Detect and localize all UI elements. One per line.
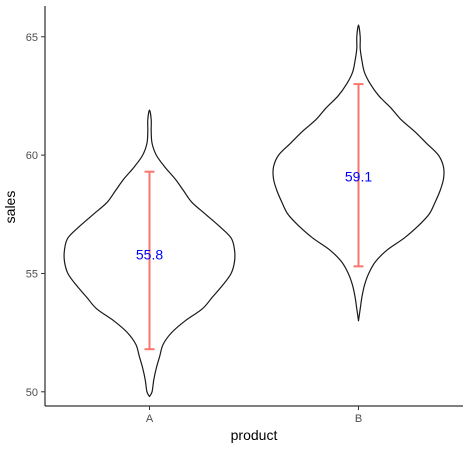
x-tick-label: A	[146, 413, 154, 425]
axes-layer: 50 55 60 65 A B	[26, 6, 463, 425]
violins-layer	[63, 24, 445, 398]
error-bars-layer	[144, 83, 364, 351]
violin-A	[63, 109, 236, 398]
violin-B	[272, 24, 445, 322]
mean-labels-layer: 55.8 59.1	[136, 168, 372, 262]
y-tick-label: 50	[26, 387, 38, 399]
y-tick-label: 55	[26, 268, 38, 280]
y-tick-label: 60	[26, 150, 38, 162]
x-axis-title: product	[231, 427, 278, 443]
y-tick-label: 65	[26, 32, 38, 44]
y-axis-title: sales	[2, 191, 18, 224]
mean-label-A: 55.8	[136, 247, 163, 263]
x-tick-label: B	[355, 413, 362, 425]
mean-label-B: 59.1	[345, 168, 372, 184]
